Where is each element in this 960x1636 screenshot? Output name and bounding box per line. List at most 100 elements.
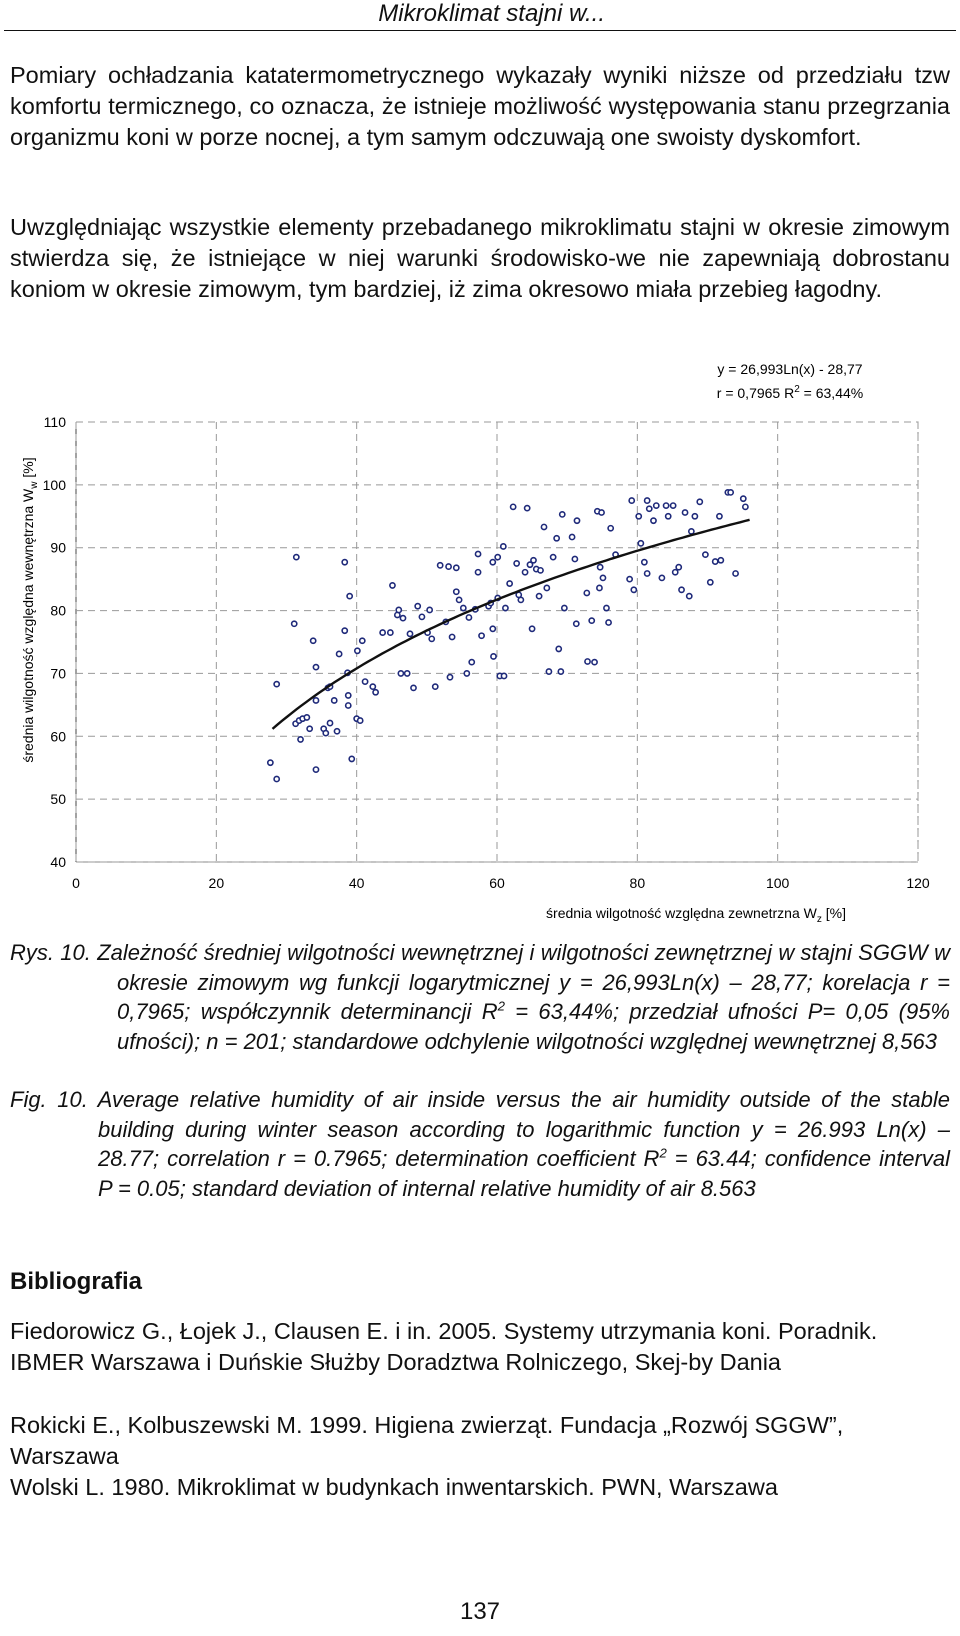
- data-point: [727, 488, 735, 496]
- data-point: [344, 692, 352, 699]
- stats: r = 0,7965 R2 = 63,44%: [717, 384, 863, 401]
- reference: Fiedorowicz G., Łojek J., Clausen E. i i…: [10, 1318, 878, 1375]
- data-point: [568, 533, 576, 541]
- data-point: [341, 558, 349, 566]
- stats-text: r = 0,7965 R: [717, 385, 794, 401]
- data-point: [452, 564, 460, 572]
- data-point: [572, 620, 580, 628]
- data-point: [687, 527, 695, 535]
- caption-label: Rys. 10.: [10, 940, 91, 965]
- data-point: [468, 658, 476, 666]
- data-point: [344, 702, 352, 709]
- data-point: [535, 592, 543, 600]
- data-point: [326, 719, 334, 727]
- data-point: [266, 759, 274, 767]
- data-point: [675, 563, 683, 571]
- data-point: [273, 680, 281, 688]
- data-point: [309, 637, 317, 645]
- data-point: [526, 561, 534, 569]
- data-point: [506, 580, 514, 587]
- data-point: [517, 596, 525, 604]
- subscript: w: [29, 481, 40, 490]
- x-tick-label: 80: [630, 875, 646, 891]
- data-point: [330, 697, 338, 704]
- data-point: [452, 588, 460, 596]
- data-point: [558, 510, 566, 518]
- equation: y = 26,993Ln(x) - 28,77: [717, 361, 862, 377]
- x-tick-label: 120: [906, 875, 930, 891]
- data-point: [643, 497, 651, 504]
- y-tick-label: 60: [50, 728, 66, 744]
- data-point: [474, 568, 482, 576]
- page-number: 137: [459, 1598, 501, 1625]
- data-point: [628, 497, 636, 504]
- data-point: [312, 766, 320, 773]
- header: Mikroklimat stajni w...: [0, 0, 960, 31]
- data-point: [545, 668, 553, 675]
- data-point: [459, 604, 467, 612]
- data-point: [588, 617, 596, 625]
- data-point: [395, 606, 403, 614]
- trendline: [271, 518, 750, 730]
- data-point: [640, 558, 648, 566]
- data-point: [431, 683, 439, 691]
- data-point: [741, 503, 749, 511]
- reference: Wolski L. 1980. Mikroklimat w budynkach …: [10, 1474, 778, 1500]
- caption-en: Fig. 10. Average relative humidity of ai…: [10, 1085, 950, 1203]
- x-tick-label: 100: [766, 875, 790, 891]
- data-point: [711, 558, 719, 565]
- caption-pl: Rys. 10. Zależność średniej wilgotności …: [10, 938, 950, 1056]
- data-point: [389, 582, 396, 589]
- data-point: [410, 684, 417, 692]
- data-point: [489, 625, 497, 633]
- data-point: [353, 647, 361, 655]
- x-tick-label: 0: [72, 875, 80, 891]
- data-point: [607, 524, 615, 532]
- data-point: [333, 727, 341, 735]
- subscript: z: [817, 914, 822, 925]
- data-point: [418, 613, 426, 621]
- data-point: [537, 566, 544, 574]
- caption-text: = 63,44%; przedział ufności P= 0,05 (95%…: [117, 999, 950, 1054]
- data-point: [637, 539, 645, 547]
- y-tick-label: 100: [43, 477, 67, 493]
- y-tick-label: 70: [50, 665, 66, 681]
- data-point: [465, 614, 473, 621]
- data-point: [678, 586, 685, 594]
- data-point: [490, 653, 497, 660]
- header-rule: [4, 30, 956, 31]
- data-point: [403, 670, 411, 677]
- caption-label: Fig. 10.: [10, 1087, 88, 1112]
- data-point: [489, 558, 497, 566]
- data-point: [664, 512, 672, 520]
- data-point: [494, 553, 502, 561]
- data-point: [478, 632, 485, 640]
- data-point: [691, 512, 699, 520]
- data-point: [553, 534, 561, 542]
- data-point: [555, 645, 563, 653]
- data-point: [685, 592, 693, 600]
- data-point: [341, 627, 349, 635]
- data-point: [696, 498, 704, 506]
- header-title: Mikroklimat stajni w...: [378, 0, 605, 27]
- y-tick-label: 40: [50, 854, 66, 870]
- data-point: [706, 578, 714, 586]
- data-point: [406, 630, 414, 638]
- data-point: [372, 688, 380, 696]
- data-point: [716, 512, 723, 520]
- data-point: [273, 775, 281, 783]
- data-point: [603, 604, 610, 612]
- data-point: [739, 495, 747, 503]
- data-point: [652, 502, 660, 509]
- data-point: [635, 512, 643, 520]
- x-axis-label-text: [%]: [822, 905, 846, 921]
- x-tick-label: 40: [349, 875, 365, 891]
- data-point: [290, 620, 298, 628]
- data-point: [379, 629, 387, 636]
- data-point: [513, 560, 521, 567]
- data-point: [509, 503, 517, 511]
- data-point: [346, 592, 354, 600]
- data-point: [445, 563, 452, 570]
- data-point: [297, 736, 304, 743]
